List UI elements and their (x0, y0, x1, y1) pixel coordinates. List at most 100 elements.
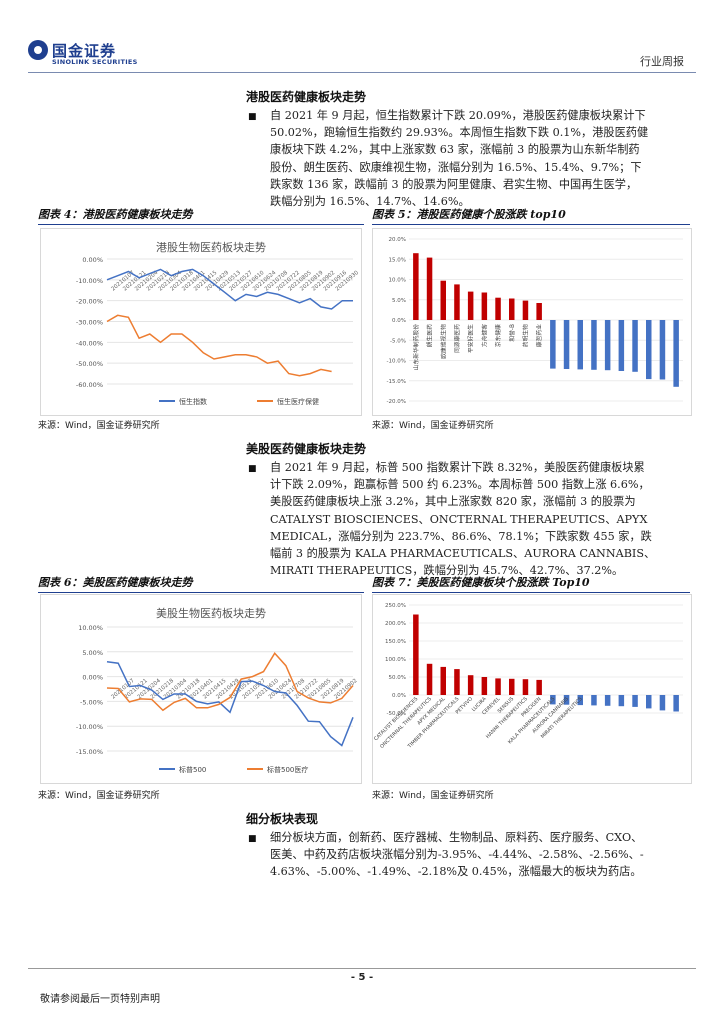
figure-4-chart: 港股生物医药板块走势 0.00% -10.00% -20.00% -30.00% -40.… (40, 228, 362, 416)
paragraph-line: 跌幅分别为 16.5%、14.7%、14.6%。 (270, 195, 470, 209)
paragraph-subsector: 细分板块方面，创新药、医疗器械、生物制品、原料药、医疗服务、CXO、 医美、中药及… (270, 829, 690, 881)
paragraph-line: CATALYST BIOSCIENCES、ONCTERNAL THERAPEUT… (270, 512, 648, 526)
x-category-label: 朗生医药 (426, 324, 434, 347)
series-line-1 (106, 660, 354, 747)
y-tick-label: -5.00% (80, 698, 103, 706)
bar (495, 678, 501, 695)
y-tick-label: -5.0% (390, 338, 406, 344)
brand-logo-icon (28, 40, 48, 60)
paragraph-line: 4.63%、-5.00%、-1.49%、-2.18%及 0.45%，涨幅最大的板… (270, 865, 642, 879)
y-tick-label: -20.0% (387, 399, 406, 405)
bar (509, 678, 515, 695)
y-tick-label: -15.0% (387, 379, 406, 385)
paragraph-line: 自 2021 年 9 月起，恒生指数累计下跌 20.09%，港股医药健康板块累计… (270, 109, 646, 122)
bar (426, 257, 433, 320)
paragraph-line: 股份、朗生医药、欧康维视生物，涨幅分别为 16.5%、15.4%、9.7%；下 (270, 160, 642, 174)
bar (563, 320, 570, 369)
y-tick-label: 100.0% (385, 657, 406, 663)
bar (563, 695, 570, 705)
bullet-icon: ■ (248, 834, 257, 844)
figure-4-caption: 图表 4：港股医药健康板块走势 (38, 208, 193, 221)
paragraph-line: 计下跌 2.09%，跑赢标普 500 约 6.23%。本周标普 500 指数上涨… (270, 478, 650, 492)
bar (604, 320, 611, 371)
disclaimer: 敬请参阅最后一页特别声明 (40, 994, 160, 1005)
figure-4-svg: 港股生物医药板块走势 0.00% -10.00% -20.00% -30.00% -40.… (76, 240, 360, 406)
bar (673, 320, 679, 387)
paragraph-line: 康板块下跌 4.2%，其中上涨家数 63 家，涨幅前 3 的股票为山东新华制药 (270, 143, 640, 157)
figure-7-caption-rule (372, 592, 690, 593)
section-title-us: 美股医药健康板块走势 (246, 442, 367, 456)
chart-title: 港股生物医药板块走势 (156, 240, 266, 254)
y-tick-label: 10.0% (389, 278, 406, 284)
figure-7-caption: 图表 7：美股医药健康板块个股涨跌 Top10 (372, 576, 590, 589)
paragraph-hk: 自 2021 年 9 月起，恒生指数累计下跌 20.09%，港股医药健康板块累计… (270, 107, 690, 210)
series-line-1 (106, 268, 353, 310)
figure-6-svg: 美股生物医药板块走势 10.00% 5.00% 0.00% -5.00% -10.00% -… (76, 606, 359, 774)
bar (659, 320, 666, 380)
y-tick-label: -15.00% (76, 748, 103, 756)
bar (577, 695, 583, 706)
figure-6-chart: 美股生物医药板块走势 10.00% 5.00% 0.00% -5.00% -10.00% -… (40, 594, 362, 784)
bullet-icon: ■ (248, 464, 257, 474)
bar (536, 679, 542, 695)
figure-6-caption: 图表 6：美股医药健康板块走势 (38, 576, 193, 589)
x-category-label: 康哲药业 (535, 324, 543, 347)
paragraph-line: 美股医药健康板块上涨 3.2%，其中上涨家数 820 家，涨幅前 3 的股票为 (270, 495, 636, 509)
series-line-2 (106, 314, 332, 377)
legend-label: 恒生医疗保健 (277, 397, 319, 406)
section-title-subsector: 细分板块表现 (246, 812, 319, 826)
paragraph-line: 幅前 3 的股票为 KALA PHARMACEUTICALS、AURORA CA… (270, 547, 656, 561)
y-tick-label: -40.00% (76, 339, 103, 347)
figure-7-chart: 250.0% 200.0% 150.0% 100.0% 50.0% 0.0% -50.0% C… (372, 594, 692, 784)
bar (522, 679, 529, 695)
bar (646, 320, 652, 380)
bar (495, 297, 501, 320)
bar (618, 695, 625, 707)
paragraph-line: MIRATI THERAPEUTICS，跌幅分别为 45.7%、42.7%、37… (270, 564, 624, 578)
x-category-label: 平安好医生 (467, 324, 475, 353)
bar (604, 695, 611, 706)
legend-label: 标普500医疗 (267, 765, 308, 774)
x-category-label: 欧康维视生物 (439, 324, 447, 359)
bar (426, 663, 433, 695)
y-tick-label: 200.0% (385, 621, 406, 627)
bar (467, 675, 474, 695)
chart-title: 美股生物医药板块走势 (156, 606, 266, 620)
bar (646, 695, 652, 709)
y-tick-label: 10.00% (78, 624, 103, 632)
bar (440, 280, 446, 320)
bar (440, 666, 446, 695)
y-tick-label: -10.00% (76, 723, 103, 731)
x-category-label: 方舟健客 (480, 324, 488, 347)
figure-6-caption-rule (38, 592, 364, 593)
figure-7-source: 来源：Wind，国金证券研究所 (372, 791, 494, 801)
y-tick-label: -60.00% (76, 381, 103, 389)
paragraph-line: 细分板块方面，创新药、医疗器械、生物制品、原料药、医疗服务、CXO、 (270, 831, 643, 844)
y-tick-label: 0.00% (82, 674, 103, 682)
legend-label: 标普500 (179, 765, 206, 774)
footer-divider (28, 968, 696, 969)
paragraph-line: MEDICAL，涨幅分别为 223.7%、86.6%、78.1%；下跌家数 45… (270, 529, 652, 543)
bar (522, 300, 529, 320)
y-tick-label: -10.00% (76, 277, 103, 285)
bullet-icon: ■ (248, 112, 257, 122)
y-tick-label: -50.00% (76, 360, 103, 368)
bar (550, 320, 556, 369)
section-title-hk: 港股医药健康板块走势 (246, 90, 367, 104)
figure-5-caption-rule (372, 224, 690, 225)
bar (481, 677, 488, 695)
y-tick-label: -50.0% (387, 711, 406, 717)
y-tick-label: -20.00% (76, 298, 103, 306)
x-category-label: 和誉-B (508, 324, 516, 342)
y-tick-label: -30.00% (76, 319, 103, 327)
bar (467, 291, 474, 320)
figure-5-caption: 图表 5：港股医药健康个股涨跌 top10 (372, 208, 566, 221)
y-tick-label: 0.0% (392, 318, 406, 324)
bar (632, 695, 638, 707)
x-category-label: 京东健康 (494, 324, 502, 347)
brand-name-cn: 国金证券 (52, 42, 117, 60)
y-tick-label: 15.0% (389, 257, 406, 263)
bar (413, 253, 419, 320)
paragraph-us: 自 2021 年 9 月起，标普 500 指数累计下跌 8.32%，美股医药健康… (270, 459, 690, 579)
bar (591, 320, 597, 370)
